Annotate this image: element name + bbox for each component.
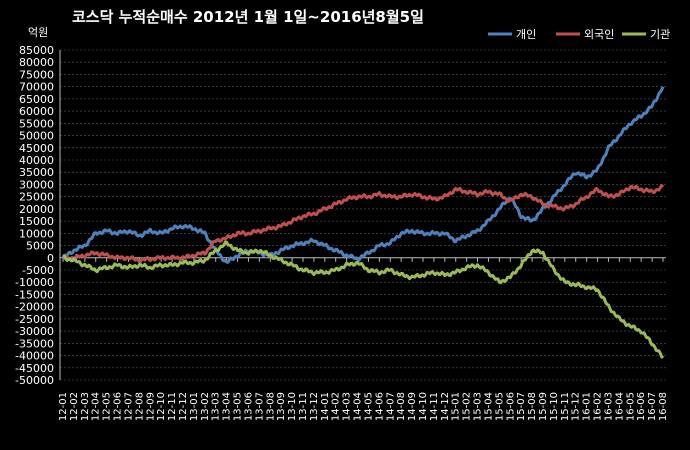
x-tick-label: 12-04: [91, 392, 102, 421]
y-tick-label: 45000: [19, 142, 54, 155]
y-tick-label: 65000: [19, 93, 54, 106]
series-lines: [61, 86, 665, 360]
x-tick-label: 15-12: [571, 392, 582, 421]
x-tick-label: 13-04: [222, 392, 233, 421]
x-tick-label: 14-08: [396, 392, 407, 421]
x-tick-label: 15-04: [483, 392, 494, 421]
y-tick-label: -40000: [15, 350, 54, 363]
x-tick-label: 13-08: [265, 392, 276, 421]
y-tick-label: -20000: [15, 301, 54, 314]
legend-label-2: 외국인: [584, 28, 614, 41]
x-tick-label: 12-03: [80, 392, 91, 421]
legend-label-3: 기관: [650, 28, 670, 41]
x-tick-label: 15-11: [560, 392, 571, 421]
x-tick-label: 13-02: [200, 392, 211, 421]
x-tick-label: 12-02: [69, 392, 80, 421]
series-line-3: [62, 240, 665, 360]
x-tick-label: 14-02: [331, 392, 342, 421]
x-tick-label: 12-01: [58, 392, 69, 421]
y-tick-label: 40000: [19, 154, 54, 167]
y-tick-label: 35000: [19, 166, 54, 179]
x-tick-label: 13-10: [287, 392, 298, 421]
y-axis-ticks: -50000-45000-40000-35000-30000-25000-200…: [15, 44, 54, 387]
x-tick-label: 13-09: [276, 392, 287, 421]
x-tick-label: 16-04: [614, 392, 625, 421]
x-tick-label: 13-01: [189, 392, 200, 421]
y-tick-label: 85000: [19, 44, 54, 57]
y-axis-unit: 억원: [28, 26, 48, 39]
x-tick-label: 12-08: [134, 392, 145, 421]
y-tick-label: 30000: [19, 178, 54, 191]
x-tick-label: 14-10: [418, 392, 429, 421]
y-tick-label: -5000: [22, 264, 54, 277]
x-tick-label: 15-09: [538, 392, 549, 421]
x-tick-label: 13-06: [243, 392, 254, 421]
x-tick-label: 16-06: [636, 392, 647, 421]
x-tick-label: 15-05: [494, 392, 505, 421]
x-tick-label: 15-06: [505, 392, 516, 421]
x-tick-label: 15-01: [451, 392, 462, 421]
x-tick-label: 13-07: [254, 392, 265, 421]
x-tick-label: 12-10: [156, 392, 167, 421]
y-tick-label: 75000: [19, 68, 54, 81]
x-tick-label: 15-10: [549, 392, 560, 421]
x-tick-label: 16-01: [582, 392, 593, 421]
y-tick-label: -15000: [15, 288, 54, 301]
x-tick-label: 14-04: [353, 392, 364, 421]
x-tick-label: 16-02: [593, 392, 604, 421]
x-tick-label: 15-07: [516, 392, 527, 421]
x-tick-label: 14-01: [320, 392, 331, 421]
y-tick-label: 0: [47, 252, 54, 265]
x-tick-label: 13-05: [233, 392, 244, 421]
x-tick-label: 15-03: [473, 392, 484, 421]
y-tick-label: 10000: [19, 227, 54, 240]
x-axis-ticks: 12-01 12-02 12-03 12-04 12-05 12-06 12-07 12-08…: [58, 257, 669, 421]
x-tick-label: 16-07: [647, 392, 658, 421]
x-tick-label: 16-08: [658, 392, 669, 421]
y-tick-label: 55000: [19, 117, 54, 130]
legend-label-1: 개인: [516, 28, 536, 41]
y-tick-label: -30000: [15, 325, 54, 338]
y-tick-label: 25000: [19, 191, 54, 204]
legend: 개인 외국인 기관: [488, 28, 670, 41]
x-tick-label: 12-06: [113, 392, 124, 421]
x-tick-label: 16-03: [603, 392, 614, 421]
x-tick-label: 12-07: [123, 392, 134, 421]
x-tick-label: 12-05: [102, 392, 113, 421]
x-tick-label: 13-03: [211, 392, 222, 421]
series-line-2: [62, 184, 665, 264]
y-tick-label: 5000: [26, 240, 54, 253]
y-tick-label: -10000: [15, 276, 54, 289]
series-line-1: [61, 86, 665, 264]
grid: [59, 49, 666, 381]
x-tick-label: 15-08: [527, 392, 538, 421]
x-tick-label: 14-05: [363, 392, 374, 421]
y-tick-label: 20000: [19, 203, 54, 216]
x-tick-label: 14-07: [385, 392, 396, 421]
y-tick-label: -50000: [15, 374, 54, 387]
x-tick-label: 14-03: [342, 392, 353, 421]
x-tick-label: 13-11: [298, 392, 309, 421]
y-tick-label: -45000: [15, 362, 54, 375]
y-tick-label: 70000: [19, 81, 54, 94]
x-tick-label: 14-06: [374, 392, 385, 421]
x-tick-label: 13-12: [309, 392, 320, 421]
y-tick-label: 50000: [19, 130, 54, 143]
chart-title: 코스닥 누적순매수 2012년 1월 1일~2016년8월5일: [72, 8, 424, 26]
y-tick-label: 15000: [19, 215, 54, 228]
x-tick-label: 14-11: [429, 392, 440, 421]
y-tick-label: 80000: [19, 56, 54, 69]
x-tick-label: 16-05: [625, 392, 636, 421]
y-tick-label: -35000: [15, 337, 54, 350]
x-tick-label: 14-09: [407, 392, 418, 421]
y-tick-label: -25000: [15, 313, 54, 326]
y-tick-label: 60000: [19, 105, 54, 118]
x-tick-label: 15-02: [462, 392, 473, 421]
x-tick-label: 12-11: [167, 392, 178, 421]
x-tick-label: 14-12: [440, 392, 451, 421]
x-tick-label: 12-12: [178, 392, 189, 421]
x-tick-label: 12-09: [145, 392, 156, 421]
